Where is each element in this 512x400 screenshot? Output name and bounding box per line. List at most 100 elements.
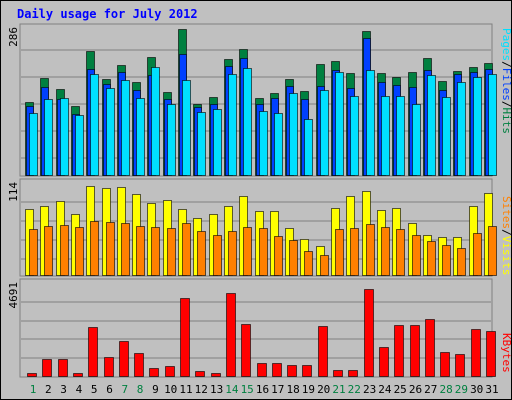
bar-pages-day-2 — [44, 99, 53, 176]
day-label-22: 22 — [348, 383, 361, 396]
bar-kbytes-day-13 — [211, 373, 221, 377]
bar-kbytes-day-3 — [58, 359, 68, 377]
day-label-4: 4 — [76, 383, 83, 396]
day-label-7: 7 — [121, 383, 128, 396]
day-label-6: 6 — [106, 383, 113, 396]
bar-pages-day-24 — [381, 96, 390, 176]
bar-pages-day-20 — [320, 90, 329, 176]
day-label-8: 8 — [137, 383, 144, 396]
legend-files: Files — [500, 68, 512, 101]
bar-kbytes-day-8 — [134, 353, 144, 377]
bar-kbytes-day-5 — [88, 327, 98, 377]
bar-pages-day-18 — [289, 93, 298, 176]
panel-top-max-label: 286 — [7, 27, 20, 47]
bar-sites-day-15 — [243, 227, 252, 276]
bar-pages-day-19 — [304, 119, 313, 176]
bar-sites-day-16 — [259, 228, 268, 276]
panel-bottom-max-label: 4691 — [7, 282, 20, 309]
day-label-2: 2 — [45, 383, 52, 396]
bar-kbytes-day-10 — [165, 366, 175, 377]
day-label-21: 21 — [332, 383, 345, 396]
bar-sites-day-14 — [228, 231, 237, 276]
bar-kbytes-day-12 — [195, 371, 205, 377]
day-label-20: 20 — [317, 383, 330, 396]
bar-kbytes-day-24 — [379, 347, 389, 377]
panel-top-legend: Pages/Files/Hits — [500, 28, 512, 134]
bar-kbytes-day-27 — [425, 319, 435, 377]
bar-pages-day-15 — [243, 68, 252, 176]
bar-pages-day-11 — [182, 80, 191, 176]
day-label-23: 23 — [363, 383, 376, 396]
bar-pages-day-5 — [90, 74, 99, 176]
bar-pages-day-14 — [228, 74, 237, 176]
day-label-10: 10 — [164, 383, 177, 396]
day-label-11: 11 — [179, 383, 192, 396]
panel-top-bars — [25, 29, 497, 176]
bar-pages-day-3 — [60, 98, 69, 176]
day-label-3: 3 — [60, 383, 67, 396]
legend-sites: Sites — [500, 196, 512, 229]
bar-sites-day-23 — [366, 224, 375, 276]
legend-slash: / — [500, 101, 512, 108]
panel-middle: 114 Sites/Visits — [7, 178, 512, 277]
day-label-14: 14 — [225, 383, 239, 396]
bar-sites-day-7 — [121, 223, 130, 276]
bar-sites-day-17 — [274, 236, 283, 276]
bar-kbytes-day-17 — [272, 363, 282, 377]
bar-pages-day-26 — [412, 104, 421, 176]
bar-pages-day-13 — [213, 109, 222, 176]
bar-sites-day-5 — [90, 221, 99, 276]
bar-sites-day-26 — [412, 235, 421, 276]
panel-bottom: 4691 KBytes — [7, 278, 512, 378]
bar-sites-day-21 — [335, 229, 344, 276]
bar-sites-day-28 — [442, 245, 451, 276]
day-label-13: 13 — [210, 383, 223, 396]
day-label-31: 31 — [485, 383, 498, 396]
bar-kbytes-day-7 — [119, 341, 129, 377]
bar-sites-day-31 — [488, 226, 497, 276]
bar-sites-day-19 — [304, 251, 313, 276]
bar-kbytes-day-26 — [410, 325, 420, 377]
bar-kbytes-day-25 — [394, 325, 404, 377]
panel-middle-bars — [25, 186, 497, 276]
bar-pages-day-12 — [197, 112, 206, 176]
panel-middle-legend: Sites/Visits — [500, 196, 512, 276]
bar-pages-day-6 — [106, 88, 115, 176]
bar-kbytes-day-19 — [302, 365, 312, 377]
panel-bottom-legend: KBytes — [500, 333, 512, 373]
legend-hits: Hits — [500, 108, 512, 135]
bar-sites-day-30 — [473, 233, 482, 276]
bar-pages-day-21 — [335, 72, 344, 176]
bar-kbytes-day-2 — [42, 359, 52, 377]
bar-kbytes-day-14 — [226, 293, 236, 377]
day-label-19: 19 — [302, 383, 315, 396]
bar-sites-day-13 — [213, 235, 222, 276]
bar-pages-day-10 — [167, 104, 176, 176]
bar-sites-day-22 — [350, 228, 359, 276]
bar-sites-day-2 — [44, 226, 53, 276]
bar-pages-day-27 — [427, 75, 436, 176]
bar-kbytes-day-9 — [149, 368, 159, 377]
day-label-5: 5 — [91, 383, 98, 396]
day-label-29: 29 — [455, 383, 468, 396]
bar-pages-day-1 — [29, 113, 38, 176]
bar-sites-day-24 — [381, 227, 390, 276]
bar-kbytes-day-6 — [104, 357, 114, 377]
bar-kbytes-day-21 — [333, 370, 343, 377]
bar-sites-day-8 — [136, 226, 145, 276]
bar-kbytes-day-23 — [364, 289, 374, 377]
day-label-25: 25 — [394, 383, 407, 396]
bar-kbytes-day-31 — [486, 331, 496, 377]
bar-pages-day-23 — [366, 70, 375, 176]
bar-kbytes-day-18 — [287, 365, 297, 377]
bar-pages-day-16 — [259, 111, 268, 176]
chart-title: Daily usage for July 2012 — [17, 7, 198, 21]
day-label-26: 26 — [409, 383, 422, 396]
bar-sites-day-10 — [167, 228, 176, 276]
bar-pages-day-28 — [442, 97, 451, 176]
bar-kbytes-day-16 — [257, 363, 267, 377]
day-label-9: 9 — [152, 383, 159, 396]
day-label-16: 16 — [256, 383, 269, 396]
bar-pages-day-25 — [396, 96, 405, 176]
